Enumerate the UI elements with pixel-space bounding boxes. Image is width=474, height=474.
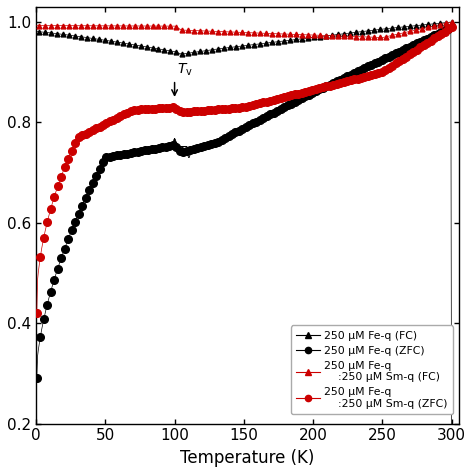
Text: $T_\mathrm{v}$: $T_\mathrm{v}$ [177,145,193,161]
Legend: 250 μM Fe-q (FC), 250 μM Fe-q (ZFC), 250 μM Fe-q
    :250 μM Sm-q (FC), 250 μM F: 250 μM Fe-q (FC), 250 μM Fe-q (ZFC), 250… [291,325,453,414]
Text: $T_\mathrm{v}$: $T_\mathrm{v}$ [177,61,193,78]
X-axis label: Temperature (K): Temperature (K) [180,449,315,467]
